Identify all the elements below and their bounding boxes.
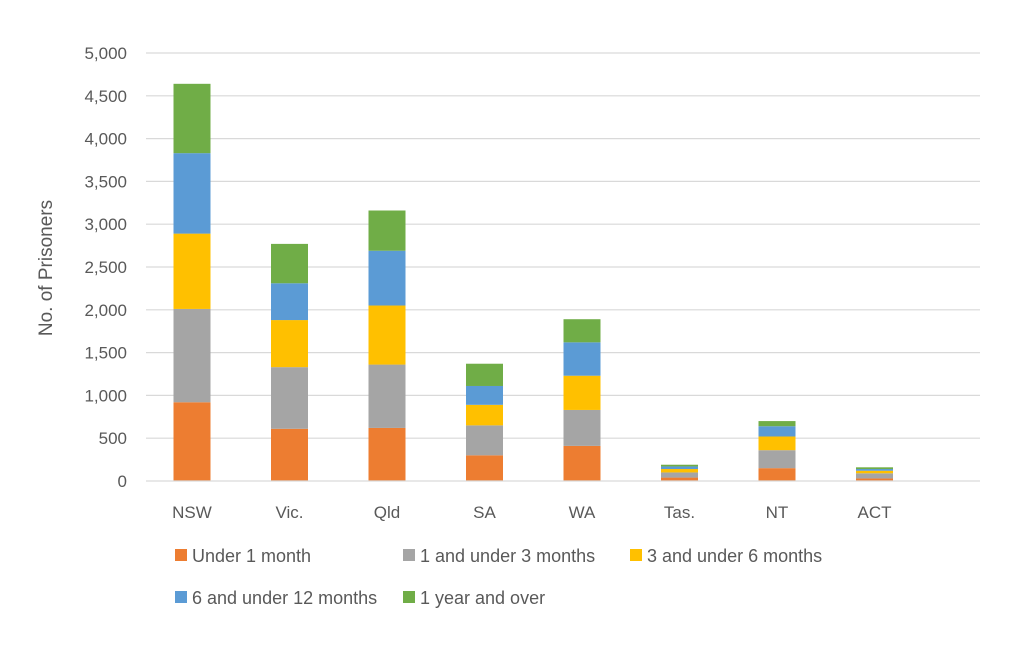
bar-segment: [758, 436, 796, 451]
y-tick-label: 4,500: [84, 87, 127, 106]
legend-swatch: [403, 591, 415, 603]
bar-segment: [856, 473, 893, 479]
bar-segment: [856, 478, 893, 481]
legend-entry: 6 and under 12 months: [175, 588, 377, 608]
bar-segment: [661, 469, 698, 473]
bar-segment: [271, 243, 308, 284]
bar-segment: [173, 233, 211, 309]
bar-segment: [563, 319, 601, 343]
bar-segment: [661, 464, 698, 467]
y-tick-label: 2,500: [84, 258, 127, 277]
legend-entry: Under 1 month: [175, 546, 311, 566]
legend-swatch: [403, 549, 415, 561]
y-tick-label: 4,000: [84, 130, 127, 149]
y-tick-label: 1,000: [84, 386, 127, 405]
bar-segment: [466, 425, 503, 456]
bar-segment: [563, 375, 601, 410]
legend-entry: 3 and under 6 months: [630, 546, 822, 566]
bar-segment: [271, 320, 308, 368]
legend-swatch: [175, 591, 187, 603]
legend-swatch: [630, 549, 642, 561]
bars: [173, 83, 893, 481]
bar-segment: [368, 250, 406, 306]
bar-segment: [661, 472, 698, 478]
y-tick-label: 3,000: [84, 215, 127, 234]
bar-segment: [173, 153, 211, 234]
x-tick-label: ACT: [858, 503, 892, 522]
bar-segment: [563, 445, 601, 481]
y-tick-label: 1,500: [84, 344, 127, 363]
bar-segment: [271, 428, 308, 481]
bar-segment: [758, 426, 796, 437]
y-axis-ticks: 0 500 1,000 1,500 2,000 2,500 3,000 3,500 4,000 4…: [84, 44, 127, 491]
bar-segment: [661, 477, 698, 481]
legend-swatch: [175, 549, 187, 561]
legend-label: 3 and under 6 months: [647, 546, 822, 566]
bar-segment: [368, 305, 406, 365]
legend-label: 1 year and over: [420, 588, 545, 608]
x-tick-label: Tas.: [664, 503, 695, 522]
x-tick-label: NT: [766, 503, 789, 522]
bar-segment: [856, 469, 893, 471]
x-tick-label: NSW: [172, 503, 212, 522]
bar-segment: [563, 342, 601, 376]
y-tick-label: 3,500: [84, 172, 127, 191]
legend-label: 6 and under 12 months: [192, 588, 377, 608]
bar-segment: [271, 283, 308, 321]
bar-segment: [368, 427, 406, 481]
bar-segment: [173, 83, 211, 154]
bar-segment: [466, 385, 503, 405]
y-tick-label: 0: [118, 472, 127, 491]
bar-segment: [758, 450, 796, 469]
bar-segment: [466, 404, 503, 426]
bar-segment: [563, 409, 601, 446]
y-axis-label: No. of Prisoners: [36, 200, 57, 336]
bar-segment: [173, 308, 211, 403]
legend: Under 1 month 1 and under 3 months 3 and u…: [175, 546, 822, 608]
bar-segment: [758, 421, 796, 427]
x-tick-label: Vic.: [275, 503, 303, 522]
bar-segment: [758, 468, 796, 481]
x-tick-label: SA: [473, 503, 496, 522]
legend-label: 1 and under 3 months: [420, 546, 595, 566]
bar-segment: [271, 367, 308, 429]
bar-segment: [368, 210, 406, 251]
bar-segment: [856, 470, 893, 474]
y-tick-label: 500: [99, 429, 127, 448]
bar-segment: [661, 466, 698, 470]
legend-entry: 1 year and over: [403, 588, 545, 608]
y-tick-label: 2,000: [84, 301, 127, 320]
legend-entry: 1 and under 3 months: [403, 546, 595, 566]
y-tick-label: 5,000: [84, 44, 127, 63]
legend-label: Under 1 month: [192, 546, 311, 566]
bar-segment: [368, 364, 406, 428]
x-axis-ticks: NSW Vic. Qld SA WA Tas. NT ACT: [172, 503, 891, 522]
bar-segment: [466, 363, 503, 386]
x-tick-label: Qld: [374, 503, 400, 522]
x-tick-label: WA: [569, 503, 596, 522]
bar-segment: [466, 455, 503, 481]
bar-segment: [856, 467, 893, 470]
bar-segment: [173, 402, 211, 481]
